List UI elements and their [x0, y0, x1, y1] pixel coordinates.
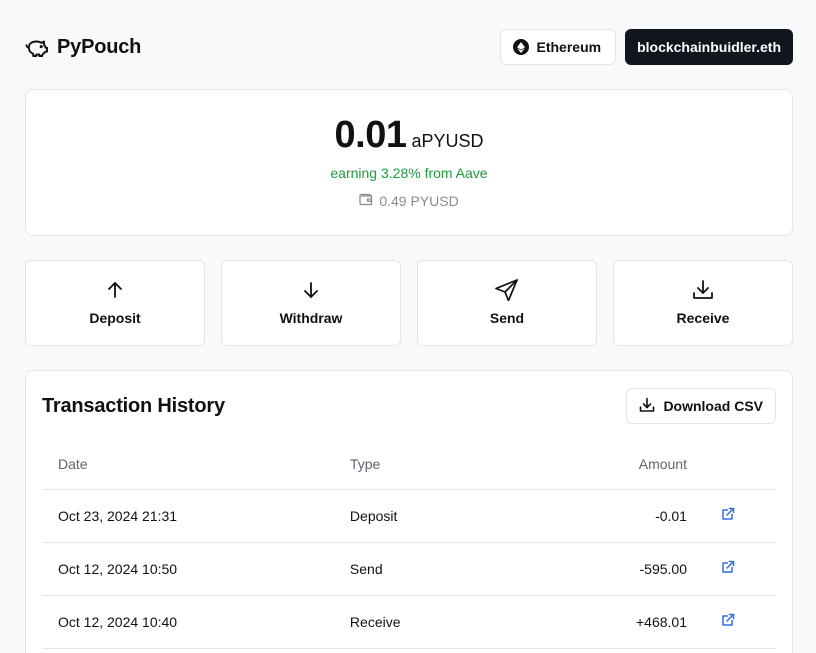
- external-link-icon[interactable]: [721, 507, 735, 521]
- table-header-row: Date Type Amount: [42, 439, 776, 490]
- tx-type: Receive: [333, 595, 522, 649]
- arrow-up-icon: [105, 279, 125, 301]
- column-header-type: Type: [333, 439, 522, 490]
- send-icon: [495, 279, 519, 301]
- download-csv-button[interactable]: Download CSV: [626, 388, 776, 424]
- deposit-label: Deposit: [89, 310, 141, 326]
- wallet-balance-text: 0.49 PYUSD: [379, 193, 459, 209]
- account-button[interactable]: blockchainbuidler.eth: [625, 29, 793, 65]
- wallet-balance: 0.49 PYUSD: [359, 193, 459, 209]
- piggy-bank-icon: [25, 38, 49, 58]
- external-link-icon[interactable]: [721, 560, 735, 574]
- tx-amount: -0.01: [521, 489, 703, 543]
- download-icon: [639, 397, 655, 416]
- transaction-table: Date Type Amount Oct 23, 2024 21:31 Depo…: [42, 439, 776, 649]
- download-icon: [692, 279, 714, 301]
- column-header-amount: Amount: [521, 439, 703, 490]
- tx-amount: -595.00: [521, 542, 703, 596]
- tx-type: Deposit: [333, 489, 522, 543]
- balance-unit: aPYUSD: [411, 131, 484, 151]
- column-header-date: Date: [42, 439, 334, 490]
- balance-amount: 0.01: [334, 114, 407, 156]
- table-row: Oct 12, 2024 10:50 Send -595.00: [42, 542, 776, 596]
- tx-date: Oct 23, 2024 21:31: [42, 489, 334, 543]
- send-button[interactable]: Send: [417, 260, 597, 346]
- receive-label: Receive: [676, 310, 730, 326]
- balance-card: 0.01 aPYUSD earning 3.28% from Aave 0.49…: [25, 89, 793, 236]
- top-bar: PyPouch Ethereum blockchainbuidler.eth: [25, 0, 793, 94]
- tx-date: Oct 12, 2024 10:50: [42, 542, 334, 596]
- ethereum-icon: [512, 39, 529, 55]
- arrow-down-icon: [301, 279, 321, 301]
- withdraw-button[interactable]: Withdraw: [221, 260, 401, 346]
- wallet-icon: [359, 193, 373, 209]
- action-buttons: Deposit Withdraw Send Receive: [25, 260, 793, 346]
- withdraw-label: Withdraw: [279, 310, 343, 326]
- transaction-history-card: Transaction History Download CSV Date Ty…: [25, 370, 793, 653]
- table-row: Oct 23, 2024 21:31 Deposit -0.01: [42, 489, 776, 543]
- balance-line: 0.01 aPYUSD: [335, 114, 484, 157]
- receive-button[interactable]: Receive: [613, 260, 793, 346]
- brand: PyPouch: [25, 36, 141, 59]
- network-label: Ethereum: [536, 39, 602, 55]
- transaction-history-title: Transaction History: [42, 394, 225, 417]
- app-name: PyPouch: [57, 36, 142, 58]
- column-header-link: [702, 439, 776, 490]
- transaction-history-header: Transaction History Download CSV: [42, 371, 776, 439]
- deposit-button[interactable]: Deposit: [25, 260, 205, 346]
- tx-date: Oct 12, 2024 10:40: [42, 595, 334, 649]
- network-selector-button[interactable]: Ethereum: [499, 29, 617, 65]
- earning-rate: earning 3.28% from Aave: [330, 165, 488, 181]
- tx-amount: +468.01: [521, 595, 703, 649]
- download-csv-label: Download CSV: [663, 398, 763, 414]
- send-label: Send: [489, 310, 525, 326]
- header-controls: Ethereum blockchainbuidler.eth: [499, 29, 793, 65]
- table-row: Oct 12, 2024 10:40 Receive +468.01: [42, 595, 776, 649]
- tx-type: Send: [333, 542, 522, 596]
- external-link-icon[interactable]: [721, 613, 735, 627]
